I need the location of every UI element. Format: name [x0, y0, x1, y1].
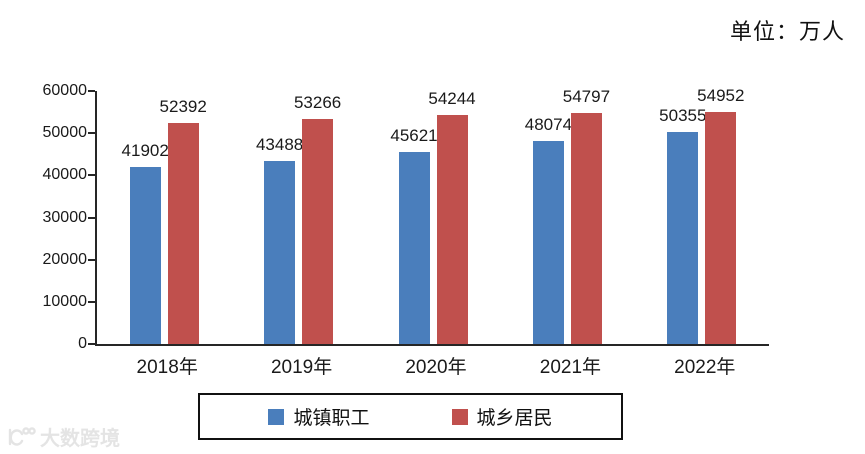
bar-value-label: 52392: [159, 97, 207, 117]
legend-swatch-red-icon: [451, 408, 468, 425]
bar-blue: [264, 160, 296, 344]
bar-blue: [667, 131, 699, 344]
bar-value-label: 41902: [121, 141, 169, 161]
bar-blue: [129, 167, 161, 344]
watermark-text: 大数跨境: [40, 428, 120, 450]
y-axis-tick-label: 0: [78, 335, 87, 352]
x-axis-tick-label: 2021年: [539, 357, 602, 378]
x-axis-tick-label: 2020年: [405, 357, 467, 378]
bar-red: [570, 112, 602, 344]
bar-red: [167, 123, 199, 344]
watermark: 大数跨境: [6, 422, 120, 451]
y-axis-tick-label: 10000: [42, 292, 88, 310]
y-axis-tick-label: 60000: [42, 82, 88, 99]
legend-label-urban-workers: 城镇职工: [293, 408, 370, 429]
bar-blue: [532, 141, 564, 344]
x-axis-tick-label: 2022年: [674, 357, 736, 378]
bar-red: [705, 112, 737, 344]
legend-swatch-blue-icon: [268, 408, 285, 425]
bar-value-label: 54952: [697, 86, 745, 106]
y-axis-tick-mark: [88, 132, 95, 135]
y-axis-tick-label: 20000: [42, 250, 88, 268]
bar-blue: [398, 151, 430, 344]
y-axis-tick-mark: [88, 300, 95, 303]
bar-value-label: 50355: [659, 105, 707, 125]
bar-value-label: 53266: [293, 93, 342, 113]
x-axis-tick-label: 2019年: [270, 357, 333, 378]
y-axis-tick-label: 50000: [42, 124, 88, 142]
legend: 城镇职工 城乡居民: [198, 393, 623, 440]
y-axis-tick-mark: [88, 343, 95, 345]
y-axis-tick-mark: [88, 258, 95, 261]
y-axis-tick-label: 30000: [42, 208, 88, 226]
y-axis-tick-label: 40000: [42, 166, 88, 184]
legend-item-rural-residents: 城乡居民: [451, 403, 553, 430]
bar-value-label: 54797: [562, 86, 611, 106]
unit-label: 单位：万人: [729, 19, 845, 44]
watermark-logo-icon: [6, 426, 36, 448]
bar-value-label: 43488: [255, 134, 304, 154]
plot-area: 0 10000 20000 30000 40000 50000 60000 41902 5239…: [43, 82, 769, 378]
legend-item-urban-workers: 城镇职工: [268, 403, 370, 430]
bar-value-label: 54244: [428, 89, 476, 109]
y-axis-tick-mark: [88, 216, 95, 219]
legend-label-rural-residents: 城乡居民: [476, 408, 553, 429]
bar-value-label: 48074: [524, 115, 573, 135]
x-axis-tick-label: 2018年: [136, 357, 198, 378]
y-axis-tick-mark: [88, 174, 95, 177]
bar-red: [436, 115, 468, 344]
bar-red: [302, 119, 334, 344]
bar-value-label: 45621: [390, 125, 438, 145]
y-axis-tick-mark: [88, 90, 95, 92]
